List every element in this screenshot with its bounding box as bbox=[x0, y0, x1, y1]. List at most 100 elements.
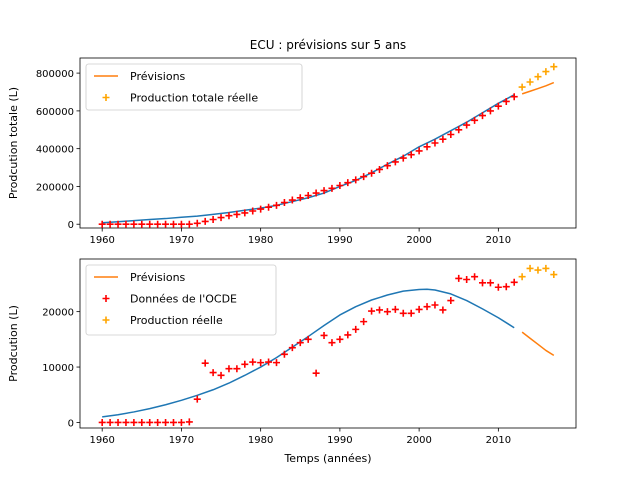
chart1-series-3-point bbox=[280, 199, 288, 206]
chart1-series-3-point bbox=[154, 220, 162, 228]
chart2-series-3-point bbox=[407, 309, 415, 317]
chart1-series-3-point bbox=[106, 220, 114, 228]
chart2-xtick-label: 1970 bbox=[169, 435, 194, 446]
chart1-series-4-point bbox=[534, 73, 542, 81]
chart2-series-3-point bbox=[114, 418, 122, 426]
chart2-series-3-point bbox=[368, 307, 376, 315]
chart2-series-4-point bbox=[518, 273, 526, 281]
chart2-series-line-1 bbox=[102, 288, 515, 418]
chart1-series-3-point bbox=[455, 126, 463, 134]
chart2-ytick-label: 0 bbox=[68, 418, 74, 429]
chart2-series-3-point bbox=[471, 273, 479, 281]
chart2-legend-label: Données de l'OCDE bbox=[130, 293, 237, 306]
chart1-series-3-point bbox=[265, 203, 273, 211]
chart1-xtick-label: 1990 bbox=[327, 235, 352, 246]
chart1-series-3-point bbox=[471, 116, 479, 124]
chart2-series-line-2 bbox=[521, 331, 555, 357]
chart1-xtick-label: 1980 bbox=[248, 235, 273, 246]
chart2-series-3-point bbox=[376, 306, 384, 314]
chart1-series-3-point bbox=[463, 121, 471, 129]
chart1-series-3-point bbox=[383, 162, 391, 170]
chart2-xtick-label: 1990 bbox=[327, 435, 352, 446]
chart2-series-3-point bbox=[312, 369, 320, 377]
chart2-series-3-point bbox=[455, 274, 463, 282]
chart2-legend bbox=[85, 264, 277, 336]
chart1-series-3-point bbox=[431, 139, 439, 147]
chart2-series-3-point bbox=[431, 301, 439, 309]
chart1-series-3-point bbox=[479, 112, 487, 120]
chart1-series-3-point bbox=[510, 93, 518, 101]
chart2-series-3-point bbox=[280, 350, 288, 358]
chart2-legend-label: Production réelle bbox=[130, 314, 223, 327]
chart2-series-3-point bbox=[415, 305, 423, 313]
chart1-series-3-point bbox=[312, 189, 320, 197]
chart1-series-3-point bbox=[209, 216, 217, 223]
chart1-series-3-point bbox=[114, 220, 122, 228]
chart2-series-3-point bbox=[233, 365, 241, 373]
chart1-series-3-point bbox=[423, 143, 431, 151]
chart1-title: ECU : prévisions sur 5 ans bbox=[250, 38, 406, 52]
chart1-series-3-point bbox=[296, 194, 304, 202]
chart2-xtick-label: 2000 bbox=[406, 435, 431, 446]
chart2-series-4-point bbox=[526, 264, 534, 272]
chart1-series-3-point bbox=[225, 212, 233, 220]
chart1-ytick-label: 200000 bbox=[36, 182, 74, 193]
chart1-series-3-point bbox=[368, 169, 376, 177]
chart2-series-3-point bbox=[502, 283, 510, 291]
chart2-series-3-point bbox=[288, 344, 296, 352]
chart1-ytick-label: 600000 bbox=[36, 107, 74, 118]
chart1-series-3-point bbox=[352, 176, 360, 184]
chart1-xtick-label: 2000 bbox=[406, 235, 431, 246]
chart1-series-3-point bbox=[391, 158, 399, 166]
chart2-series-3-point bbox=[169, 418, 177, 426]
chart1-series-3-point bbox=[328, 184, 336, 192]
chart1-series-3-point bbox=[138, 220, 146, 228]
chart2-series-3-point bbox=[399, 309, 407, 317]
chart2-series-3-point bbox=[265, 358, 273, 366]
chart2-series-3-point bbox=[391, 305, 399, 313]
chart2-series-3-point bbox=[241, 360, 249, 368]
chart1-legend-label: Prévisions bbox=[130, 70, 186, 83]
chart1-series-3-point bbox=[257, 205, 265, 213]
chart2-series-3-point bbox=[146, 418, 154, 426]
chart2-series-4-point bbox=[550, 271, 558, 279]
chart2-legend-handle-marker bbox=[102, 316, 110, 324]
chart1-series-3-point bbox=[272, 201, 280, 209]
chart1-ytick-label: 400000 bbox=[36, 145, 74, 156]
chart2-series-3-point bbox=[177, 418, 185, 426]
chart1-series-3-point bbox=[130, 220, 138, 228]
chart2-series-3-point bbox=[439, 306, 447, 314]
chart1-xtick-label: 1960 bbox=[89, 235, 114, 246]
chart1-series-3-point bbox=[399, 154, 407, 162]
chart2-series-3-point bbox=[225, 365, 233, 373]
chart2-series-3-point bbox=[209, 369, 217, 377]
chart1-series-3-point bbox=[288, 196, 296, 204]
chart1-series-3-point bbox=[201, 217, 209, 225]
chart1-series-3-point bbox=[169, 220, 177, 228]
chart2-series-3-point bbox=[154, 418, 162, 426]
chart2-series-4-point bbox=[542, 264, 550, 272]
chart1-ylabel: Prodcution totale (L) bbox=[7, 87, 20, 199]
chart1-series-3-point bbox=[502, 97, 510, 105]
chart2-series-3-point bbox=[296, 339, 304, 347]
chart1-series-3-point bbox=[415, 147, 423, 155]
chart2-xtick-label: 2010 bbox=[486, 435, 511, 446]
chart2-series-4-point bbox=[534, 266, 542, 274]
chart2-series-3-point bbox=[423, 303, 431, 311]
chart2-legend-label: Prévisions bbox=[130, 271, 186, 284]
chart2-series-3-point bbox=[162, 418, 170, 426]
chart1-series-3-point bbox=[494, 102, 502, 110]
chart1-series-3-point bbox=[185, 220, 193, 228]
chart2-series-3-point bbox=[106, 418, 114, 426]
chart2-ytick-label: 20000 bbox=[42, 308, 74, 319]
chart1-series-3-point bbox=[98, 220, 106, 228]
chart1-series-4-point bbox=[542, 68, 550, 76]
chart2-series-3-point bbox=[479, 279, 487, 287]
chart1-series-3-point bbox=[336, 182, 344, 189]
chart1-series-3-point bbox=[233, 210, 241, 218]
chart2-xlabel: Temps (années) bbox=[283, 452, 371, 465]
chart1-series-3-point bbox=[344, 179, 352, 187]
chart1-series-3-point bbox=[320, 187, 328, 195]
chart1-legend-label: Production totale réelle bbox=[130, 92, 258, 105]
